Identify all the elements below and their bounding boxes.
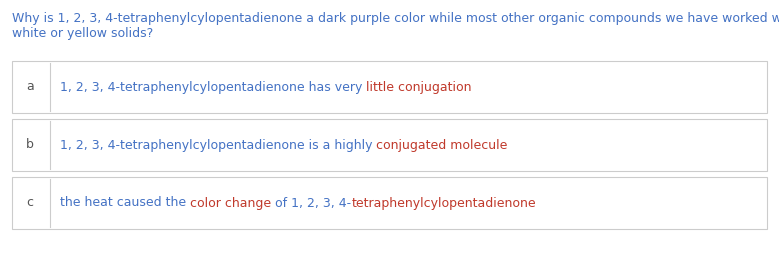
Text: of 1, 2, 3, 4-: of 1, 2, 3, 4- (271, 197, 351, 210)
Bar (12, 61, 767, 113)
Text: a: a (26, 81, 33, 94)
Bar (12, 177, 767, 229)
Text: Why is 1, 2, 3, 4-tetraphenylcylopentadienone a dark purple color while most oth: Why is 1, 2, 3, 4-tetraphenylcylopentadi… (12, 12, 779, 25)
Text: the heat caused the: the heat caused the (60, 197, 190, 210)
Text: little conjugation: little conjugation (366, 81, 472, 94)
Text: b: b (26, 139, 34, 152)
Text: color change: color change (190, 197, 271, 210)
Text: c: c (26, 197, 33, 210)
Text: 1, 2, 3, 4-tetraphenylcylopentadienone has very: 1, 2, 3, 4-tetraphenylcylopentadienone h… (60, 81, 366, 94)
Text: 1, 2, 3, 4-tetraphenylcylopentadienone is a highly: 1, 2, 3, 4-tetraphenylcylopentadienone i… (60, 139, 376, 152)
Text: conjugated molecule: conjugated molecule (376, 139, 508, 152)
Text: tetraphenylcylopentadienone: tetraphenylcylopentadienone (351, 197, 536, 210)
Text: white or yellow solids?: white or yellow solids? (12, 27, 153, 40)
Bar (12, 119, 767, 171)
